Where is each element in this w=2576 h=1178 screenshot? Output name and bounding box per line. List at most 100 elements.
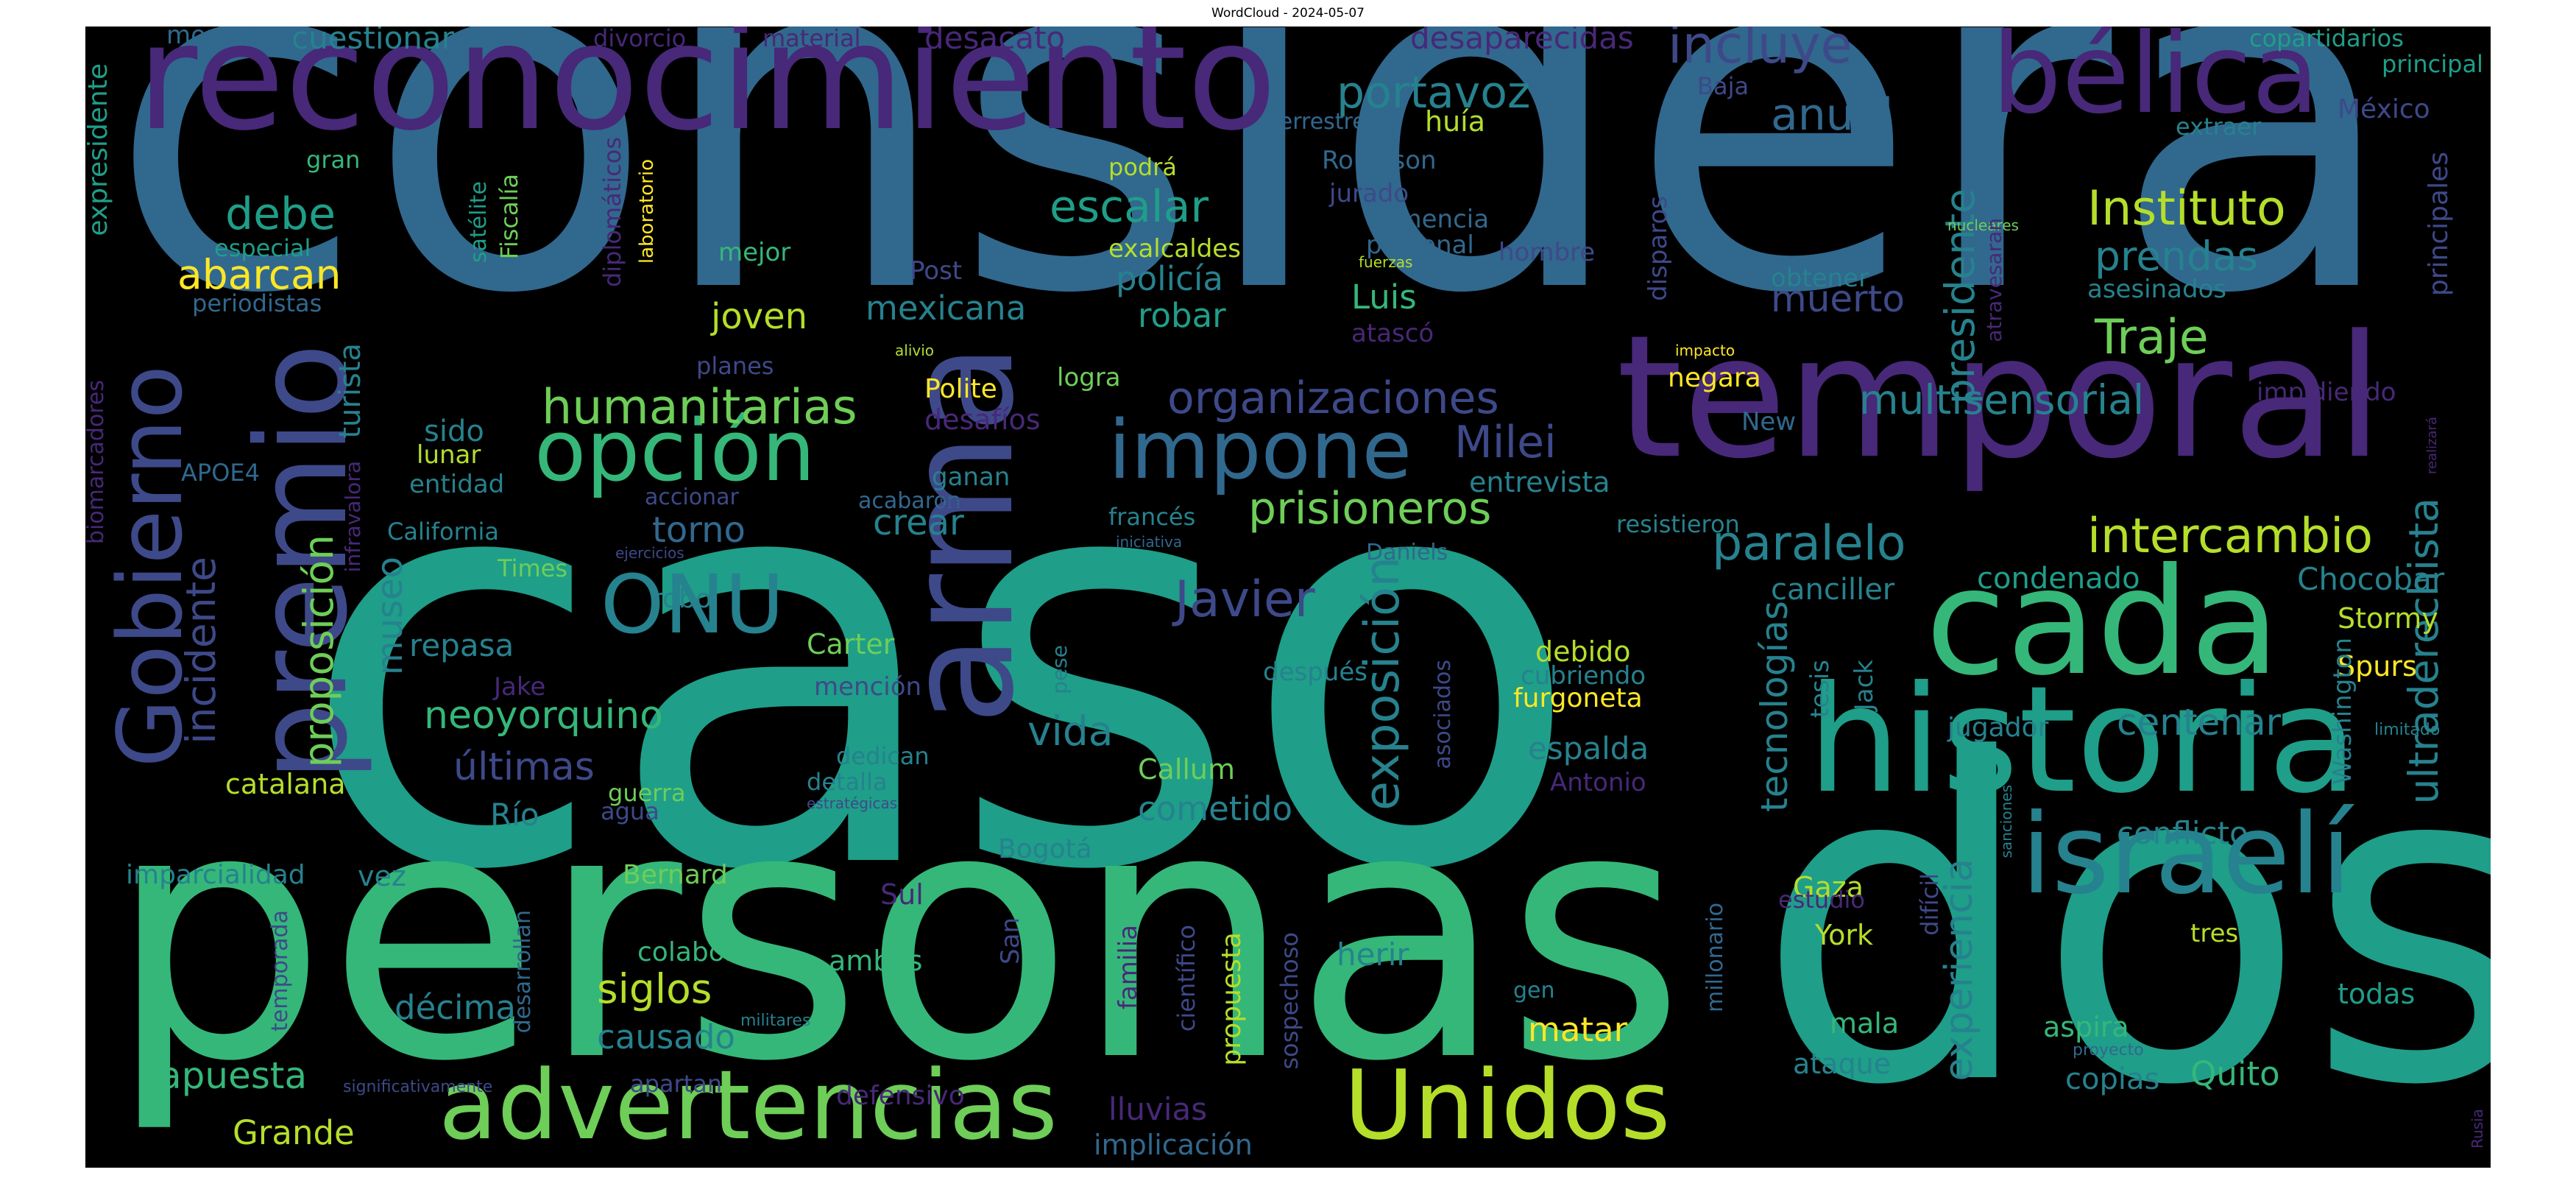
- word-policía: policía: [1116, 259, 1223, 298]
- word-abarcan: abarcan: [177, 251, 342, 298]
- word-exalcaldes: exalcaldes: [1108, 234, 1241, 264]
- word-temporada: temporada: [267, 910, 293, 1031]
- word-onu: ONU: [601, 557, 785, 652]
- word-incidente: incidente: [177, 557, 224, 744]
- word-robar: robar: [1138, 296, 1226, 335]
- word-instituto: Instituto: [2087, 181, 2286, 236]
- word-causado: causado: [597, 1017, 735, 1057]
- word-spurs: Spurs: [2338, 650, 2417, 683]
- word-grande: Grande: [233, 1113, 355, 1152]
- word-después: después: [1263, 657, 1367, 687]
- word-dos: dos: [1756, 667, 2491, 1168]
- word-turista: turista: [333, 343, 367, 439]
- word-escalar: escalar: [1050, 181, 1209, 233]
- word-lluvias: lluvias: [1108, 1091, 1208, 1127]
- word-sul: Sul: [880, 878, 924, 911]
- word-apuesta: apuesta: [159, 1054, 308, 1097]
- word-temporal: temporal: [1616, 300, 2383, 496]
- word-estudio: estudio: [1778, 886, 1865, 914]
- word-biomarcadores: biomarcadores: [85, 380, 109, 545]
- word-expresidente: expresidente: [85, 63, 113, 236]
- word-mención: mención: [814, 672, 922, 702]
- word-principales: principales: [2424, 152, 2454, 297]
- word-mejor: mejor: [718, 238, 791, 267]
- word-new: New: [1741, 407, 1797, 437]
- word-ejercicios: ejercicios: [615, 544, 684, 562]
- word-colaborar: colaborar: [637, 937, 763, 967]
- word-familia: familia: [1114, 925, 1143, 1010]
- word-prisioneros: prisioneros: [1248, 483, 1492, 535]
- word-traje: Traje: [2095, 310, 2209, 365]
- word-gran: gran: [306, 146, 361, 174]
- word-times: Times: [498, 554, 567, 582]
- word-accionar: accionar: [645, 484, 739, 510]
- word-intercambio: intercambio: [2087, 509, 2374, 564]
- word-vez: vez: [358, 860, 406, 892]
- word-paralelo: paralelo: [1712, 516, 1906, 571]
- word-apoe4: APOE4: [181, 459, 260, 487]
- word-asesinados: asesinados: [2087, 275, 2227, 304]
- word-proposición: proposición: [295, 535, 342, 768]
- word-significativamente: significativamente: [343, 1078, 493, 1096]
- word-cada: cada: [1925, 537, 2281, 708]
- word-joven: joven: [711, 296, 808, 337]
- word-ganan: ganan: [932, 462, 1011, 492]
- word-diplomáticos: diplomáticos: [598, 137, 626, 288]
- word-matar: matar: [1528, 1010, 1628, 1049]
- word-cometido: cometido: [1138, 789, 1293, 828]
- word-planes: planes: [696, 352, 774, 380]
- word-implicación: implicación: [1094, 1129, 1253, 1161]
- word-museo: museo: [369, 557, 411, 676]
- word-dedican: dedican: [836, 742, 930, 770]
- word-baja: Baja: [1697, 72, 1749, 100]
- word-jugador: jugador: [1947, 713, 2049, 743]
- word-milei: Milei: [1454, 417, 1557, 468]
- word-agua: agua: [601, 797, 659, 825]
- word-jurado: jurado: [1329, 179, 1409, 208]
- word-canciller: canciller: [1771, 573, 1895, 607]
- word-estratégicas: estratégicas: [807, 794, 898, 812]
- word-carter: Carter: [807, 628, 895, 660]
- word-divorcio: divorcio: [593, 27, 687, 52]
- word-cráteres: cráteres: [878, 159, 906, 256]
- word-lunar: lunar: [417, 440, 481, 470]
- word-experiencia: experiencia: [1937, 858, 1981, 1082]
- word-tecnologías: tecnologías: [1753, 601, 1796, 812]
- word-sospechoso: sospechoso: [1275, 932, 1303, 1070]
- word-neoyorquino: neoyorquino: [424, 694, 663, 738]
- word-terrestre: terrestre: [1270, 109, 1366, 135]
- word-aspira: aspira: [2043, 1011, 2129, 1043]
- word-bélica: bélica: [1992, 27, 2320, 138]
- word-impacto: impacto: [1675, 342, 1735, 359]
- word-desafíos: desafíos: [924, 403, 1041, 436]
- word-luis: Luis: [1351, 278, 1417, 317]
- word-cuestionar: cuestionar: [291, 27, 454, 56]
- word-california: California: [387, 518, 499, 546]
- word-río: Río: [490, 797, 539, 833]
- word-décima: décima: [394, 988, 516, 1027]
- word-washington: Washington: [2328, 638, 2357, 785]
- word-cloud: considera caso personas dos reconocimiento te…: [85, 27, 2491, 1168]
- word-tesis: tesis: [1805, 660, 1835, 719]
- word-laboratorio: laboratorio: [636, 159, 658, 264]
- word-furgoneta: furgoneta: [1513, 683, 1643, 713]
- word-demencia: demencia: [1366, 205, 1490, 234]
- word-desacato: desacato: [924, 27, 1066, 56]
- word-unidos: Unidos: [1344, 1049, 1671, 1161]
- word-material: material: [762, 27, 861, 52]
- word-asociados: asociados: [1430, 660, 1456, 769]
- word-desaparecidas: desaparecidas: [1410, 27, 1634, 56]
- word-resistieron: resistieron: [1616, 510, 1740, 538]
- word-militares: militares: [740, 1012, 811, 1030]
- word-propuesta: propuesta: [1217, 932, 1247, 1066]
- word-entidad: entidad: [409, 470, 505, 499]
- word-últimas: últimas: [453, 745, 595, 789]
- word-imparcialidad: imparcialidad: [126, 860, 305, 890]
- word-reconocimiento: reconocimiento: [137, 27, 1277, 163]
- word-satélite: satélite: [466, 181, 492, 264]
- word-huía: huía: [1425, 105, 1486, 138]
- word-centenar: centenar: [2117, 701, 2282, 744]
- word-robinson: Robinson: [1322, 146, 1437, 175]
- word-york: York: [1815, 919, 1874, 951]
- word-principal: principal: [2382, 50, 2483, 78]
